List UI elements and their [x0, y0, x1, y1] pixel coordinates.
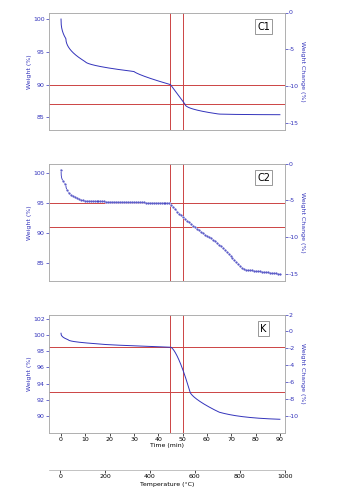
- Y-axis label: Weight Change (%): Weight Change (%): [300, 192, 305, 253]
- Y-axis label: Weight (%): Weight (%): [27, 205, 32, 240]
- X-axis label: Time (min): Time (min): [150, 443, 184, 448]
- Text: C1: C1: [257, 22, 270, 32]
- X-axis label: Temperature (°C): Temperature (°C): [140, 482, 194, 487]
- Text: C2: C2: [257, 172, 270, 182]
- Y-axis label: Weight (%): Weight (%): [27, 54, 32, 89]
- Y-axis label: Weight Change (%): Weight Change (%): [300, 41, 305, 102]
- Y-axis label: Weight Change (%): Weight Change (%): [300, 343, 305, 404]
- Y-axis label: Weight (%): Weight (%): [27, 356, 32, 391]
- Text: K: K: [261, 324, 267, 334]
